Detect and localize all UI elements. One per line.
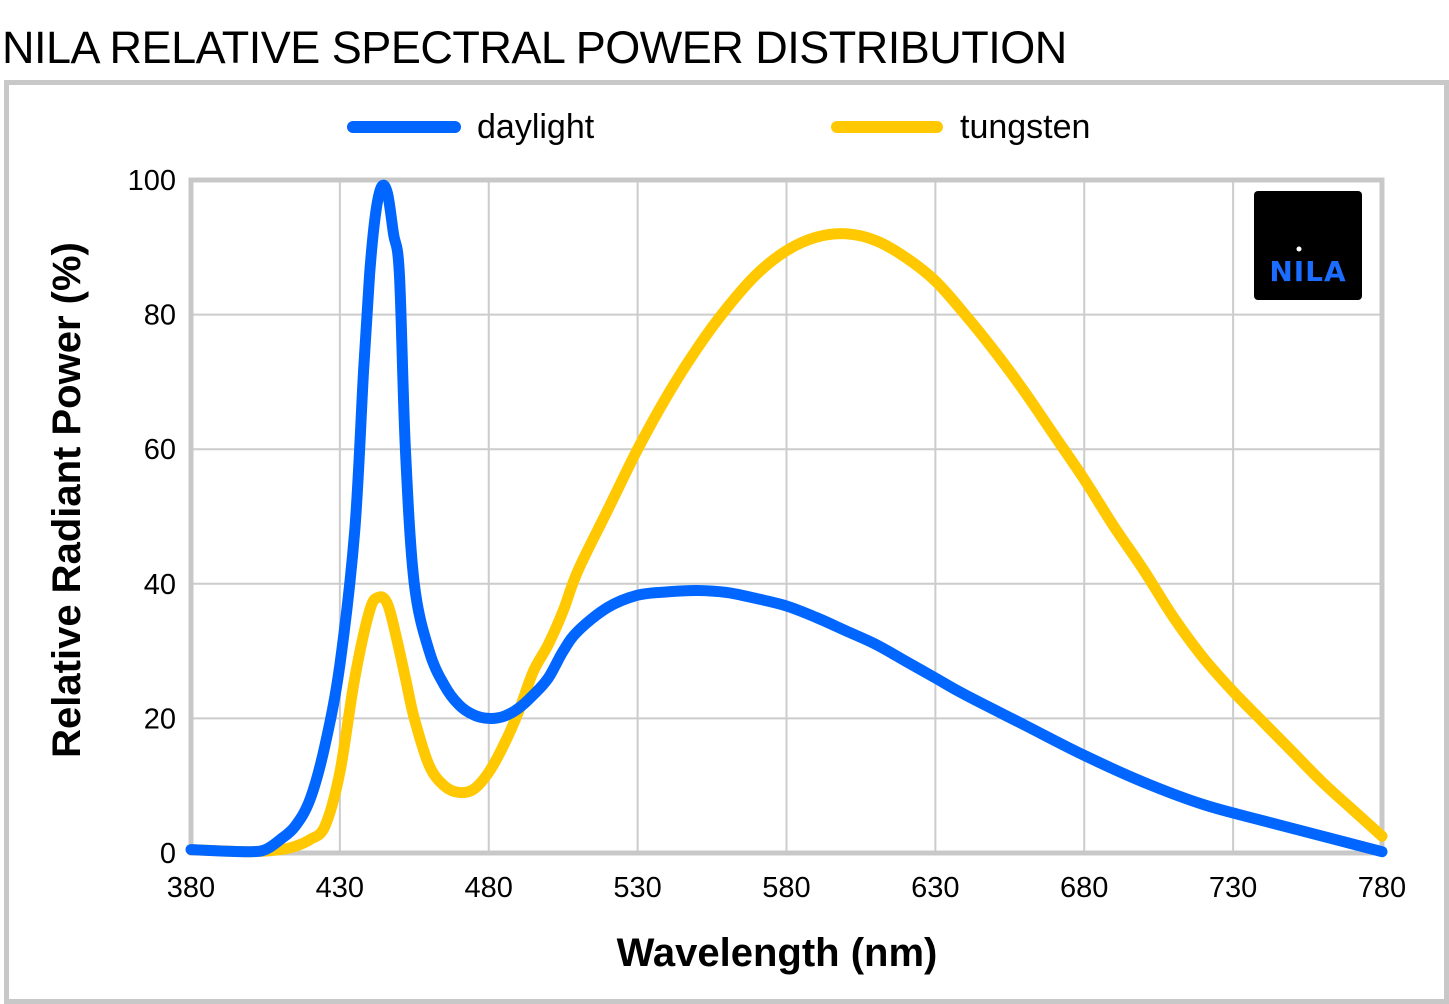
x-tick-label: 780 — [1358, 872, 1406, 904]
page-title: NILA RELATIVE SPECTRAL POWER DISTRIBUTIO… — [2, 22, 1067, 73]
x-axis-label: Wavelength (nm) — [617, 931, 938, 975]
legend-item-tungsten: tungsten — [831, 108, 1090, 146]
x-tick-label: 580 — [762, 872, 810, 904]
legend-label-daylight: daylight — [477, 108, 595, 146]
series-line-daylight — [185, 179, 1388, 858]
logo-background — [1254, 191, 1362, 300]
legend-label-tungsten: tungsten — [960, 108, 1090, 146]
legend-item-daylight: daylight — [347, 108, 595, 146]
plot-border — [188, 177, 1385, 856]
y-tick-label: 20 — [144, 703, 176, 735]
x-tick-labels: 380 430 480 530 580 630 680 730 780 — [167, 872, 1406, 904]
y-tick-label: 60 — [144, 434, 176, 466]
y-axis-label: Relative Radiant Power (%) — [45, 242, 89, 758]
y-tick-label: 100 — [128, 165, 176, 197]
x-tick-label: 730 — [1209, 872, 1257, 904]
y-tick-label: 0 — [160, 838, 176, 870]
nila-logo: NILA — [1254, 191, 1362, 300]
logo-text: NILA — [1269, 255, 1346, 288]
grid-lines — [188, 177, 1385, 856]
chart-frame — [4, 80, 1449, 1004]
legend: daylight tungsten — [347, 108, 1090, 146]
y-tick-label: 80 — [144, 300, 176, 332]
series-line-tungsten — [185, 228, 1388, 858]
series-lines — [185, 179, 1388, 858]
y-tick-labels: 0 20 40 60 80 100 — [128, 165, 176, 870]
logo-dot-icon — [1296, 246, 1302, 252]
x-tick-label: 430 — [316, 872, 364, 904]
x-tick-label: 530 — [613, 872, 661, 904]
x-tick-label: 380 — [167, 872, 215, 904]
x-tick-label: 630 — [911, 872, 959, 904]
y-tick-label: 40 — [144, 569, 176, 601]
x-tick-label: 680 — [1060, 872, 1108, 904]
x-tick-label: 480 — [465, 872, 513, 904]
